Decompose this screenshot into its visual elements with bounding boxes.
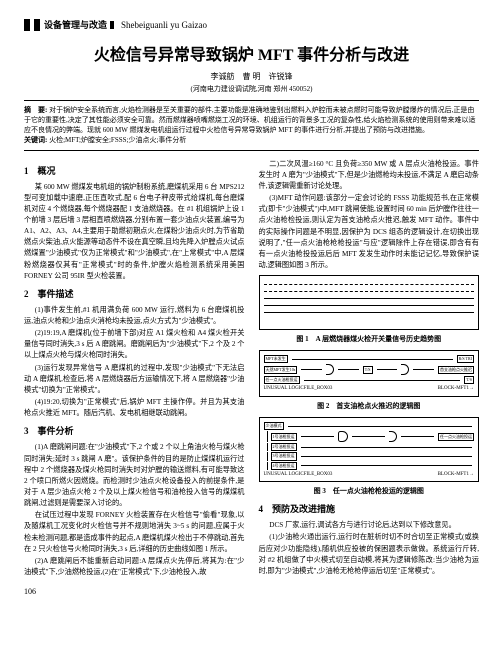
sec3-p3: (2)A 磨跳闸后不能重新启动问题:A 层煤点火先停后,将其为:在"少油模式"下… [24, 556, 245, 578]
sec4-head: 4 预防及改进措施 [259, 503, 480, 517]
header-mark-2 [34, 19, 40, 31]
fig2-row-c: 任一点火油枪投运 T/S [264, 376, 475, 384]
header-divider [110, 21, 114, 29]
left-column: 1 概况 某 600 MW 燃煤发电机组的锅炉制粉系统,磨煤机采用 6 台 MP… [24, 159, 245, 580]
figure-2: MFT未发生 R/S TRI 天然MFT发生10s T/S 首支油枪点火推迟 [259, 350, 480, 397]
fig3-in-b: 1号油枪投运 [271, 433, 297, 441]
page-number: 106 [24, 587, 479, 596]
fig2-box1: R/S TRI [457, 355, 474, 363]
fig2-in-a: MFT未发生 [264, 355, 288, 363]
fig2-out: 首支油枪点火推迟 [438, 366, 474, 374]
fig3-out: 任一点火油枪投运 [438, 433, 474, 441]
keywords-text: 火检;MFT;炉膛安全;FSSS;少油点火;事件分析 [49, 136, 186, 144]
columns: 1 概况 某 600 MW 燃煤发电机组的锅炉制粉系统,磨煤机采用 6 台 MP… [24, 159, 479, 580]
sec3-head: 3 事件分析 [24, 425, 245, 439]
sec1-head: 1 概况 [24, 165, 245, 179]
section-title-pinyin: Shebeiguanli yu Gaizao [121, 20, 207, 30]
and-gate-icon-2 [401, 364, 409, 375]
fig2-box2: T/S [363, 366, 373, 374]
fig2-caption: 图 2 首支油枪点火推迟的逻辑图 [259, 401, 480, 412]
right-column: 二)二次风温≥160 °C 且负荷≥350 MW 或 A 层点火油枪投运。事件发… [259, 159, 480, 580]
sec3-p1: (1)A 磨跳闸问题:在"少油模式"下,2 个或 2 个以上角油火枪与煤火枪同时… [24, 442, 245, 509]
section-title-cn: 设备管理与改造 [44, 18, 107, 31]
fig2-in-b: 天然MFT发生10s [264, 366, 298, 374]
fig3-in-a: 少油模式 [264, 422, 284, 430]
figure-1 [259, 275, 480, 330]
fig1-grid [264, 278, 475, 313]
sec4-p1: DCS 厂家,运行,调试各方与进行讨论后,达到以下修改意见。 [259, 520, 480, 531]
fig2-unusual: UNUSUAL LOGICFILE_BOX03 [264, 385, 333, 393]
fig2-row-b: 天然MFT发生10s T/S 首支油枪点火推迟 [264, 364, 475, 375]
sec2-p4: (4)19:20,切换为"正常模式"后,锅炉 MFT 主操作停。并且为其支油枪点… [24, 397, 245, 419]
fig2-in-c: 任一点火油枪投运 [264, 376, 300, 384]
right-p2: (3)MFT 动作问题:该部分一定会讨论的 FSSS 功能规范书,在正常模式(即… [259, 193, 480, 271]
abstract-box: 摘 要: 对于锅炉安全系统而言,火焰检测器是至关重要的部件,主要功能是准确地鉴别… [24, 100, 479, 151]
fig2-row-a: MFT未发生 R/S TRI [264, 355, 475, 363]
fig3-row-c: 2号油枪投运 [267, 443, 475, 451]
authors: 李诚舫 曹 明 许锐锋 [24, 71, 479, 82]
header-mark [24, 19, 30, 31]
sec2-p1: (1)事件发生前,#1 机用满负荷 600 MW 运行,燃料为 6 台磨煤机投运… [24, 305, 245, 327]
abstract-label: 摘 要: [24, 106, 47, 114]
keywords-line: 关键词: 火检;MFT;炉膛安全;FSSS;少油点火;事件分析 [24, 135, 479, 145]
abstract-text: 对于锅炉安全系统而言,火焰检测器是至关重要的部件,主要功能是准确地鉴别出燃料入炉… [24, 106, 476, 134]
fig2-block: BLOCK-MFT1→ [438, 385, 474, 393]
fig3-in-d: 3号油枪投运 [271, 452, 297, 460]
fig2-box3: T/S [464, 376, 474, 384]
fig3-row-e: 4号油枪投运 [267, 462, 475, 470]
page: 设备管理与改造 Shebeiguanli yu Gaizao 火检信号异常导致锅… [0, 0, 503, 606]
figure-3: 少油模式 1号油枪投运 任一点火油枪投运 2号油枪投运 3 [259, 417, 480, 483]
sec2-p2: (2)19:19,A 磨煤机(位于前墙下部)对应 A1 煤火检和 A4 煤火检开… [24, 328, 245, 361]
sec1-p1: 某 600 MW 燃煤发电机组的锅炉制粉系统,磨煤机采用 6 台 MPS212 … [24, 182, 245, 282]
sec2-p3: (3)运行发现异常信号 A 磨煤机的过程中,发现"少油模式"下无法启动 A 磨煤… [24, 363, 245, 396]
and-gate-icon-3 [389, 431, 397, 442]
and-gate-icon [326, 364, 334, 375]
fig1-caption: 图 1 A 层燃烧器煤火检开关量信号历史趋势图 [259, 334, 480, 345]
fig3-caption: 图 3 任一点火油枪枪投运的逻辑图 [259, 486, 480, 497]
fig3-row-d: 3号油枪投运 [267, 452, 475, 460]
fig3-row-a: 少油模式 [264, 422, 475, 430]
fig2-row-foot: UNUSUAL LOGICFILE_BOX03 BLOCK-MFT1→ [264, 385, 475, 393]
fig3-in-c: 2号油枪投运 [271, 443, 297, 451]
sec2-head: 2 事件描述 [24, 288, 245, 302]
sec3-p2: 在试压过程中发现 FORNEY 火检装置存在火检信号"偷看"现象,以及随煤机工况… [24, 510, 245, 555]
sec4-p2: (1)少油枪火通出运行,运行时在脏析时切不时合切至正常模式(或换后应对少功能隐线… [259, 532, 480, 577]
fig3-row-b: 1号油枪投运 任一点火油枪投运 [267, 431, 475, 442]
fig3-unusual: UNUSUAL LOGICFILE_BOX03 [264, 471, 333, 479]
fig3-in-e: 4号油枪投运 [271, 462, 297, 470]
fig3-block: BLOCK-MFT1→ [438, 471, 474, 479]
header-bar: 设备管理与改造 Shebeiguanli yu Gaizao [24, 18, 479, 31]
keywords-label: 关键词: [24, 136, 47, 144]
or-gate-icon [338, 431, 348, 442]
affiliation: (河南电力建设调试院,河南 郑州 450052) [24, 84, 479, 94]
article-title: 火检信号异常导致锅炉 MFT 事件分析与改进 [24, 41, 479, 65]
fig3-row-foot: UNUSUAL LOGICFILE_BOX03 BLOCK-MFT1→ [264, 471, 475, 479]
right-p1: 二)二次风温≥160 °C 且负荷≥350 MW 或 A 层点火油枪投运。事件发… [259, 159, 480, 192]
